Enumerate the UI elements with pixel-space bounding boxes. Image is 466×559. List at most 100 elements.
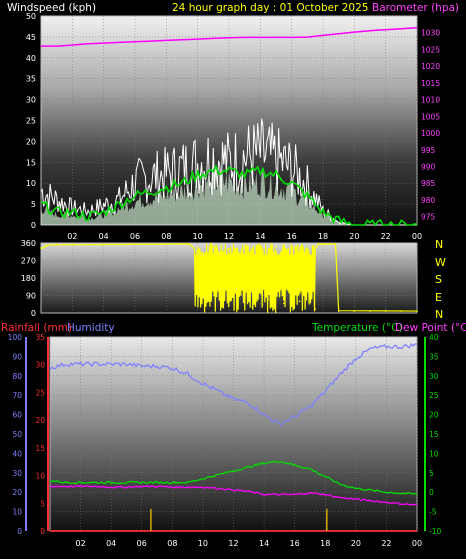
wind-direction-point: [204, 300, 207, 303]
temperature-x-tick-label: 16: [290, 539, 300, 548]
wind-x-tick-label: 10: [193, 232, 203, 241]
humidity-y-tick-label: 10: [12, 508, 22, 517]
barometer-y-tick-label: 1015: [421, 79, 440, 88]
wind-x-tick-label: 02: [67, 232, 77, 241]
temperature-y-tick-label: 20: [429, 411, 439, 420]
wind-direction-point: [243, 247, 246, 249]
compass-label-w: W: [435, 256, 446, 269]
wind-y-tick-label: 25: [26, 117, 36, 126]
rainfall-y-tick-label: 5: [40, 499, 45, 508]
wind-y-tick-label: 5: [31, 200, 36, 209]
temperature-y-tick-label: -10: [429, 527, 441, 536]
humidity-axis-title: Humidity: [67, 322, 115, 334]
wind-direction-point: [400, 310, 403, 312]
wind-direction-point: [267, 298, 270, 301]
wind-x-tick-label: 00: [412, 232, 422, 241]
barometer-y-tick-label: 1020: [421, 62, 440, 71]
temperature-x-tick-label: 22: [381, 539, 391, 548]
direction-y-tick-label: 0: [31, 309, 36, 318]
wind-x-tick-label: 22: [381, 232, 391, 241]
temperature-x-tick-label: 14: [259, 539, 269, 548]
barometer-y-tick-label: 1005: [421, 112, 440, 121]
wind-direction-point: [228, 248, 230, 250]
rainfall-y-tick-label: 25: [35, 388, 45, 397]
humidity-y-tick-label: 30: [12, 469, 22, 478]
barometer-y-tick-label: 1025: [421, 45, 440, 54]
rainfall-y-tick-label: 15: [35, 444, 45, 453]
wind-y-tick-label: 10: [26, 179, 36, 188]
wind-x-tick-label: 16: [287, 232, 297, 241]
wind-y-tick-label: 20: [26, 137, 36, 146]
wind-y-tick-label: 15: [26, 158, 36, 167]
wind-x-tick-label: 04: [99, 232, 109, 241]
axis-labels: 0510152025303540455097598098599099510001…: [8, 12, 442, 548]
wind-direction-point: [369, 310, 371, 312]
wind-direction-point: [55, 243, 58, 245]
humidity-y-tick-label: 50: [12, 430, 22, 439]
windspeed-axis-title: Windspeed (kph): [7, 2, 96, 14]
humidity-y-tick-label: 60: [12, 411, 22, 420]
wind-direction-point: [416, 310, 418, 312]
compass-label-s: S: [435, 273, 442, 286]
temperature-x-tick-label: 10: [198, 539, 208, 548]
wind-direction-point: [330, 243, 332, 245]
wind-y-tick-label: 40: [26, 54, 36, 63]
direction-y-tick-label: 90: [26, 292, 36, 301]
wind-direction-point: [102, 243, 105, 245]
wind-y-tick-label: 30: [26, 96, 36, 105]
wind-direction-point: [290, 247, 293, 249]
wind-direction-point: [337, 310, 340, 312]
rainfall-y-tick-label: 20: [35, 416, 45, 425]
humidity-y-tick-label: 40: [12, 449, 22, 458]
wind-x-tick-label: 12: [224, 232, 234, 241]
temperature-y-tick-label: 0: [429, 488, 434, 497]
wind-direction-point: [283, 302, 285, 305]
barometer-y-tick-label: 990: [421, 162, 436, 171]
humidity-y-tick-label: 80: [12, 372, 22, 381]
wind-direction-point: [220, 304, 222, 307]
wind-x-tick-label: 20: [349, 232, 359, 241]
wind-direction-point: [251, 306, 254, 309]
compass-label-n-bottom: N: [435, 308, 443, 321]
wind-x-tick-label: 06: [130, 232, 140, 241]
direction-y-tick-label: 270: [21, 257, 36, 266]
wind-direction-point: [314, 308, 317, 310]
wind-direction-point: [189, 243, 191, 245]
wind-direction-point: [212, 246, 215, 248]
wind-y-tick-label: 45: [26, 33, 36, 42]
wind-direction-point: [196, 246, 199, 248]
humidity-y-tick-label: 0: [17, 527, 22, 536]
barometer-y-tick-label: 995: [421, 146, 436, 155]
wind-y-tick-label: 0: [31, 221, 36, 230]
compass-label-n-top: N: [435, 238, 443, 251]
wind-direction-point: [298, 300, 301, 303]
temperature-x-tick-label: 04: [106, 539, 116, 548]
wind-direction-line: [40, 243, 418, 313]
gust-area: [41, 166, 417, 225]
wind-direction-point: [275, 246, 277, 248]
temperature-y-tick-label: 10: [429, 449, 439, 458]
wind-direction-point: [49, 244, 52, 246]
chart-marks: [40, 26, 418, 532]
barometer-y-tick-label: 1000: [421, 129, 440, 138]
temperature-y-tick-label: 40: [429, 333, 439, 342]
dewpoint-line: [49, 484, 418, 506]
temperature-y-tick-label: 30: [429, 372, 439, 381]
wind-direction-point: [165, 243, 168, 245]
barometer-y-tick-label: 1010: [421, 96, 440, 105]
wind-x-tick-label: 08: [161, 232, 171, 241]
temperature-x-tick-label: 18: [320, 539, 330, 548]
wind-y-tick-label: 50: [26, 12, 36, 21]
temperature-x-tick-label: 06: [137, 539, 147, 548]
wind-y-tick-label: 35: [26, 75, 36, 84]
rainfall-y-tick-label: 35: [35, 333, 45, 342]
barometer-y-tick-label: 985: [421, 179, 436, 188]
temperature-y-tick-label: -5: [429, 508, 437, 517]
dewpoint-axis-title: Dew Point (°C): [395, 322, 466, 334]
temperature-y-tick-label: 35: [429, 352, 439, 361]
chart-title: 24 hour graph day : 01 October 2025: [172, 2, 368, 14]
wind-direction-point: [384, 310, 387, 312]
humidity-y-tick-label: 20: [12, 488, 22, 497]
rainfall-axis-title: Rainfall (mm): [1, 322, 72, 334]
